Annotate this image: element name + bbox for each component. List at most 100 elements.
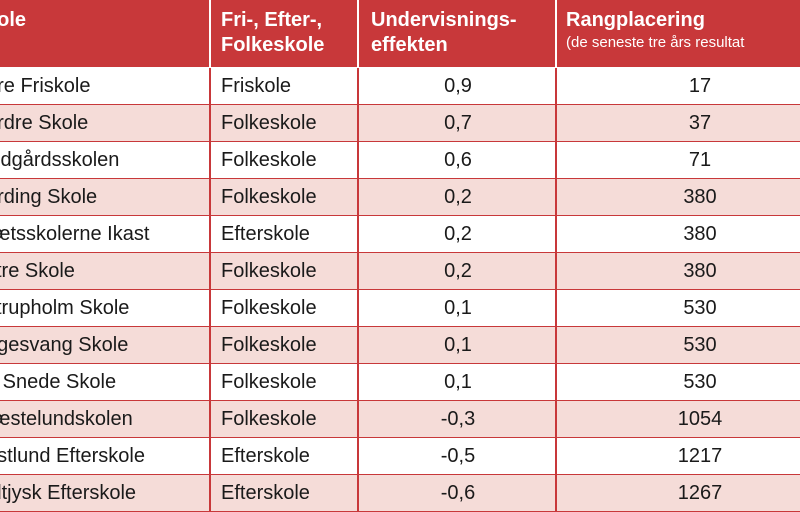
teaching-effect-cell: -0,6 <box>440 482 476 504</box>
column-divider <box>209 327 211 363</box>
column-divider <box>209 68 211 104</box>
header-school-label: kole <box>0 9 27 31</box>
school-type-cell: Folkeskole <box>221 408 317 430</box>
column-divider <box>357 290 359 326</box>
rank-cell: 380 <box>683 223 717 245</box>
column-divider <box>555 216 557 252</box>
column-divider <box>209 364 211 400</box>
header-rank-subtitle: (de seneste tre års resultat <box>566 34 745 51</box>
column-divider <box>357 401 359 437</box>
column-divider <box>209 438 211 474</box>
teaching-effect-cell: 0,2 <box>444 186 472 208</box>
column-divider <box>357 142 359 178</box>
header-type: Fri-, Efter-, Folkeskole <box>221 0 361 67</box>
column-divider <box>357 475 359 511</box>
column-divider <box>357 68 359 104</box>
rank-cell: 1217 <box>677 445 723 467</box>
column-divider <box>555 105 557 141</box>
column-divider <box>209 475 211 511</box>
table-row: idtjysk Efterskole Efterskole -0,6 1267 <box>0 475 800 512</box>
teaching-effect-cell: 0,7 <box>444 112 472 134</box>
school-name-cell: r. Snede Skole <box>0 371 117 393</box>
school-type-cell: Efterskole <box>221 482 310 504</box>
teaching-effect-cell: -0,5 <box>440 445 476 467</box>
rank-cell: 71 <box>688 149 712 171</box>
school-name-cell: estlund Efterskole <box>0 445 145 467</box>
header-effect: Undervisnings- effekten <box>371 0 556 67</box>
school-type-cell: Folkeskole <box>221 112 317 134</box>
table-row: yldgårdsskolen Folkeskole 0,6 71 <box>0 142 800 179</box>
table-row: ording Skole Folkeskole 0,2 380 <box>0 179 800 216</box>
header-effect-line1: Undervisnings- <box>371 9 517 31</box>
school-name-cell: stre Skole <box>0 260 75 282</box>
column-divider <box>555 68 557 104</box>
column-divider <box>357 253 359 289</box>
school-type-cell: Folkeskole <box>221 297 317 319</box>
table-row: estlund Efterskole Efterskole -0,5 1217 <box>0 438 800 475</box>
school-name-cell: ording Skole <box>0 186 98 208</box>
school-type-cell: Folkeskole <box>221 260 317 282</box>
rank-cell: 530 <box>683 371 717 393</box>
rank-cell: 1267 <box>677 482 723 504</box>
school-name-cell: ngesvang Skole <box>0 334 129 356</box>
column-divider <box>357 327 359 363</box>
rank-cell: 530 <box>683 334 717 356</box>
table-row: r. Snede Skole Folkeskole 0,1 530 <box>0 364 800 401</box>
rank-cell: 380 <box>683 260 717 282</box>
column-divider <box>209 290 211 326</box>
school-name-cell: yldgårdsskolen <box>0 149 120 171</box>
header-effect-line2: effekten <box>371 34 448 56</box>
teaching-effect-cell: 0,9 <box>444 75 472 97</box>
teaching-effect-cell: 0,6 <box>444 149 472 171</box>
column-divider <box>555 253 557 289</box>
teaching-effect-cell: 0,1 <box>444 334 472 356</box>
column-divider <box>555 401 557 437</box>
header-divider <box>209 0 211 67</box>
table-row: rætsskolerne Ikast Efterskole 0,2 380 <box>0 216 800 253</box>
column-divider <box>209 401 211 437</box>
school-name-cell: rætsskolerne Ikast <box>0 223 150 245</box>
rank-cell: 380 <box>683 186 717 208</box>
school-name-cell: idtjysk Efterskole <box>0 482 137 504</box>
column-divider <box>555 475 557 511</box>
teaching-effect-cell: 0,1 <box>444 297 472 319</box>
school-name-cell: ordre Skole <box>0 112 89 134</box>
header-type-line1: Fri-, Efter-, <box>221 9 323 31</box>
column-divider <box>357 179 359 215</box>
header-rank: Rangplacering (de seneste tre års result… <box>566 0 800 67</box>
school-name-cell: strupholm Skole <box>0 297 130 319</box>
column-divider <box>357 364 359 400</box>
header-school: kole <box>0 0 208 67</box>
teaching-effect-cell: 0,2 <box>444 223 472 245</box>
column-divider <box>357 105 359 141</box>
column-divider <box>209 216 211 252</box>
teaching-effect-cell: -0,3 <box>440 408 476 430</box>
table-row: ngesvang Skole Folkeskole 0,1 530 <box>0 327 800 364</box>
column-divider <box>209 253 211 289</box>
school-type-cell: Folkeskole <box>221 334 317 356</box>
teaching-effect-cell: 0,2 <box>444 260 472 282</box>
rank-cell: 17 <box>688 75 712 97</box>
table-row: hre Friskole Friskole 0,9 17 <box>0 68 800 105</box>
column-divider <box>555 438 557 474</box>
column-divider <box>555 364 557 400</box>
rank-cell: 37 <box>688 112 712 134</box>
school-type-cell: Folkeskole <box>221 149 317 171</box>
table-row: stre Skole Folkeskole 0,2 380 <box>0 253 800 290</box>
header-divider <box>357 0 359 67</box>
rank-cell: 530 <box>683 297 717 319</box>
column-divider <box>357 216 359 252</box>
column-divider <box>209 142 211 178</box>
column-divider <box>555 327 557 363</box>
school-name-cell: ræstelundskolen <box>0 408 133 430</box>
table-row: ræstelundskolen Folkeskole -0,3 1054 <box>0 401 800 438</box>
header-divider <box>555 0 557 67</box>
school-type-cell: Friskole <box>221 75 292 97</box>
table-row: strupholm Skole Folkeskole 0,1 530 <box>0 290 800 327</box>
school-type-cell: Efterskole <box>221 445 310 467</box>
column-divider <box>555 290 557 326</box>
school-type-cell: Folkeskole <box>221 186 317 208</box>
table-row: ordre Skole Folkeskole 0,7 37 <box>0 105 800 142</box>
school-name-cell: hre Friskole <box>0 75 91 97</box>
